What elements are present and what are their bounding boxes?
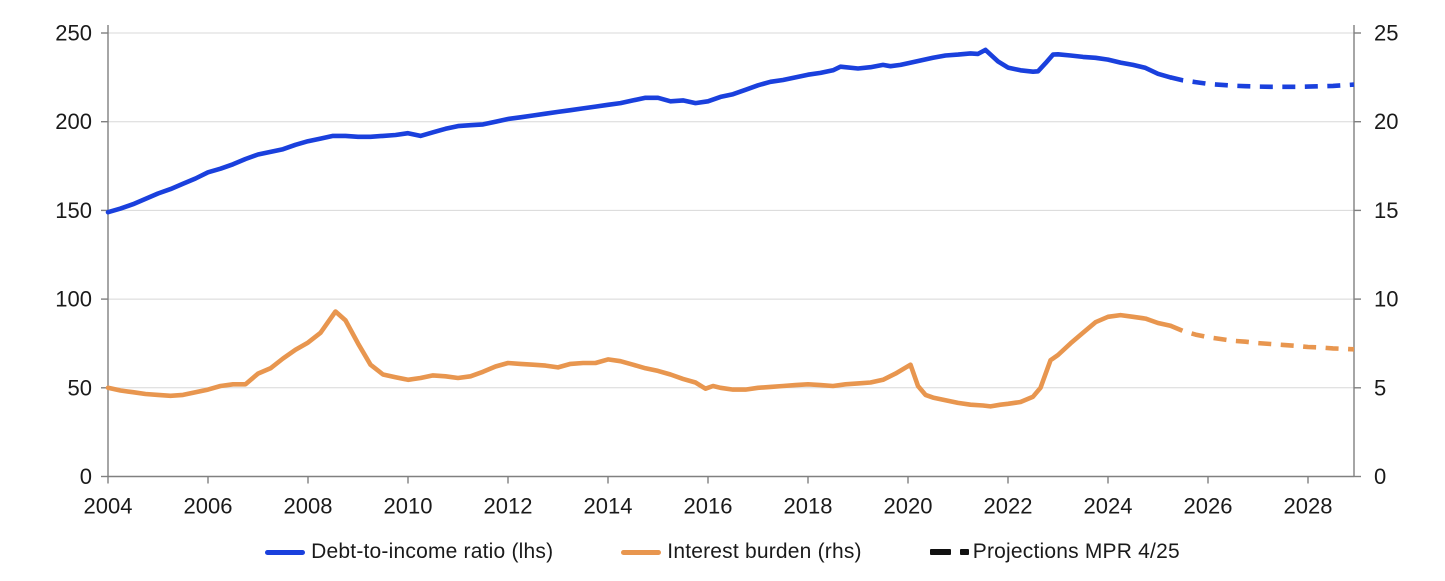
x-tick-label: 2018 [784,494,833,519]
y-right-tick-label: 25 [1374,21,1398,46]
x-tick-label: 2026 [1184,494,1233,519]
x-tick-label: 2006 [184,494,233,519]
legend-label: Interest burden (rhs) [667,540,862,563]
y-right-tick-label: 0 [1374,464,1386,489]
legend-label: Debt-to-income ratio (lhs) [311,540,554,563]
x-tick-label: 2022 [984,494,1033,519]
legend-swatch-orange-line [621,549,662,555]
x-tick-label: 2008 [284,494,333,519]
x-tick-label: 2016 [684,494,733,519]
x-tick-label: 2014 [584,494,633,519]
x-tick-label: 2024 [1084,494,1133,519]
line-chart-plot: 0 50 100 150 200 250 0 5 10 15 20 25 2004 2006 2008 201… [55,21,1398,519]
x-tick-label: 2004 [84,494,133,519]
series-left-dashed [1169,75,1355,90]
chart-legend: Debt-to-income ratio (lhs) Interest burd… [0,540,1445,564]
series-right-dashed [1169,323,1355,352]
series-right-solid [105,309,1173,409]
legend-item-debt-to-income: Debt-to-income ratio (lhs) [265,540,553,564]
x-tick-label: 2028 [1284,494,1333,519]
legend-item-interest-burden: Interest burden (rhs) [621,540,862,564]
legend-item-projections: Projections MPR 4/25 [929,540,1180,564]
x-tick-label: 2010 [384,494,433,519]
y-right-tick-label: 10 [1374,287,1398,312]
y-right-tick-label: 5 [1374,375,1386,400]
legend-label: Projections MPR 4/25 [972,540,1180,563]
legend-swatch-dashed-line [929,549,969,555]
y-left-tick-label: 50 [68,375,92,400]
legend-swatch-blue-line [265,549,306,555]
y-left-tick-label: 250 [55,21,92,46]
series-left-solid [105,47,1173,215]
y-right-tick-label: 15 [1374,198,1398,223]
y-right-tick-label: 20 [1374,109,1398,134]
x-tick-label: 2012 [484,494,533,519]
y-left-tick-label: 150 [55,198,92,223]
y-left-tick-label: 200 [55,109,92,134]
y-left-tick-label: 100 [55,287,92,312]
y-left-tick-label: 0 [80,464,92,489]
x-tick-label: 2020 [884,494,933,519]
